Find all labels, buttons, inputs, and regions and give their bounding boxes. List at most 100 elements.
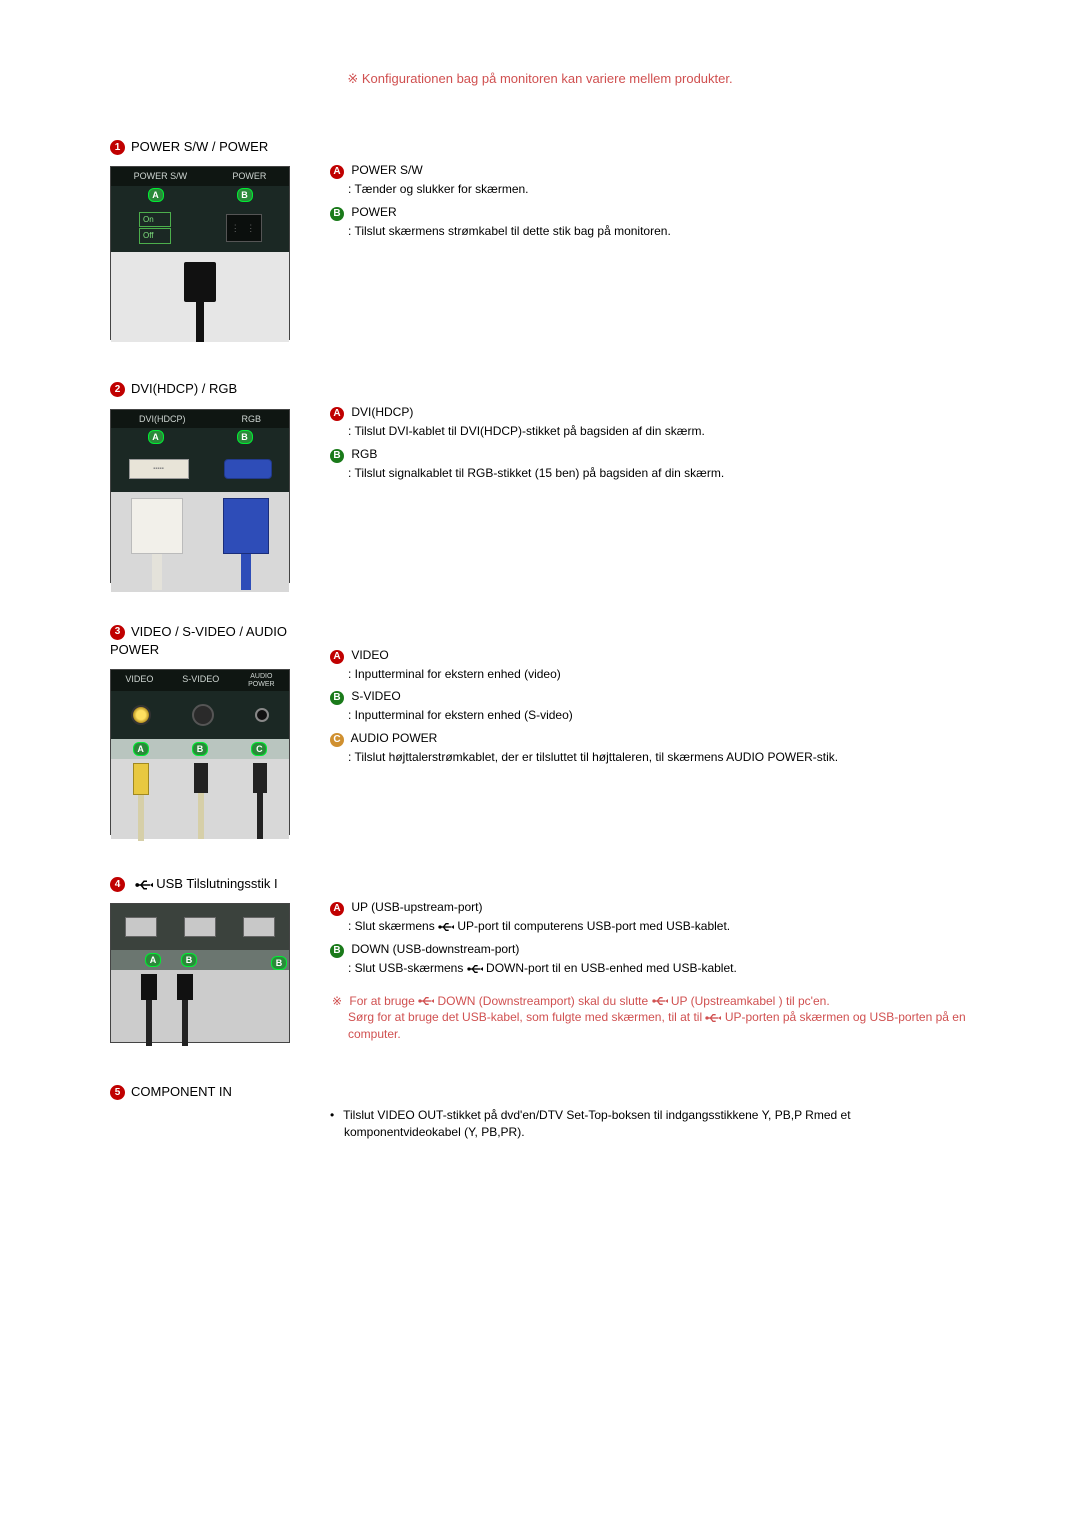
illus-dvi-badge-b: B	[237, 430, 253, 444]
dvi-port: ▪▪▪▪▪	[129, 459, 189, 479]
s4-b-t2: DOWN-port til en USB-enhed med USB-kable…	[486, 961, 737, 975]
illus-dvi-l1: DVI(HDCP)	[139, 413, 186, 426]
badge-b-icon: B	[330, 691, 344, 705]
illus-dvi-badges: A B	[111, 428, 289, 446]
illus-dvi-badge-a: A	[148, 430, 164, 444]
s1-b-text: : Tilslut skærmens strømkabel til dette …	[348, 223, 970, 240]
s3-b-label: S-VIDEO	[351, 689, 400, 703]
heading-1-text: POWER S/W / POWER	[131, 139, 268, 154]
section-power: 1POWER S/W / POWER POWER S/W POWER A B O…	[110, 138, 970, 340]
illus-power-labels: POWER S/W POWER	[111, 167, 289, 186]
s4-b-label: DOWN (USB-downstream-port)	[351, 942, 519, 956]
section-4-right: A UP (USB-upstream-port) : Slut skærmens…	[330, 875, 970, 1043]
illus-video-badge-c: C	[251, 742, 267, 756]
warn-l1b: DOWN (Downstreamport) skal du slutte	[437, 994, 651, 1008]
svideo-port	[192, 704, 214, 726]
num-badge-5: 5	[110, 1085, 125, 1100]
s3-b-text: : Inputterminal for ekstern enhed (S-vid…	[348, 707, 970, 724]
usb-warning: ※ For at bruge DOWN (Downstreamport) ska…	[330, 993, 970, 1043]
illus-video-l1: VIDEO	[125, 673, 153, 688]
rca-plug	[133, 759, 149, 839]
page: Konfigurationen bag på monitoren kan var…	[0, 0, 1080, 1281]
heading-2-text: DVI(HDCP) / RGB	[131, 381, 237, 396]
component-list: • Tilslut VIDEO OUT-stikket på dvd'en/DT…	[330, 1107, 970, 1141]
s1-a-label: POWER S/W	[351, 163, 422, 177]
s2-item-b: B RGB	[330, 446, 970, 463]
s3-item-c: C AUDIO POWER	[330, 730, 970, 747]
heading-5-text: COMPONENT IN	[131, 1084, 232, 1099]
illus-power: POWER S/W POWER A B On Off ⋮ ⋮	[110, 166, 290, 340]
vga-connector	[223, 492, 269, 592]
s2-b-label: RGB	[351, 447, 377, 461]
section-3-heading: 3VIDEO / S-VIDEO / AUDIO POWER	[110, 623, 290, 659]
s3-a-label: VIDEO	[351, 648, 388, 662]
section-component: 5 COMPONENT IN • Tilslut VIDEO OUT-stikke…	[110, 1083, 970, 1141]
badge-a-icon: A	[330, 407, 344, 421]
usb-icon	[438, 922, 454, 932]
illus-usb-ports	[111, 904, 289, 950]
s3-a-text: : Inputterminal for ekstern enhed (video…	[348, 666, 970, 683]
section-1-heading: 1POWER S/W / POWER	[110, 138, 290, 156]
section-2-heading: 2 DVI(HDCP) / RGB	[110, 380, 290, 398]
warn-line-1: ※ For at bruge DOWN (Downstreamport) ska…	[348, 993, 970, 1010]
s1-item-a: A POWER S/W	[330, 162, 970, 179]
illus-video-badge-a: A	[133, 742, 149, 756]
s3-item-a: A VIDEO	[330, 647, 970, 664]
section-5-heading: 5 COMPONENT IN	[110, 1083, 290, 1101]
illus-usb-badge-a: A	[145, 953, 161, 967]
illus-video-ports	[111, 691, 289, 739]
audio-power-port	[255, 708, 269, 722]
section-usb: 4 USB Tilslutningsstik I B	[110, 875, 970, 1043]
s4-a-t1: : Slut skærmens	[348, 919, 438, 933]
warn-l1c: UP (Upstreamkabel ) til pc'en.	[671, 994, 830, 1008]
illus-power-badge-b: B	[237, 188, 253, 202]
illus-dvi-ports: ▪▪▪▪▪	[111, 446, 289, 492]
svideo-plug	[194, 759, 208, 839]
illus-usb-badges: A B	[111, 950, 289, 970]
badge-c-icon: C	[330, 733, 344, 747]
section-5-left: 5 COMPONENT IN	[110, 1083, 290, 1111]
s1-b-label: POWER	[351, 205, 396, 219]
top-config-note: Konfigurationen bag på monitoren kan var…	[110, 70, 970, 88]
vga-port	[224, 459, 272, 479]
s4-item-b: B DOWN (USB-downstream-port)	[330, 941, 970, 958]
warn-asterisk-icon: ※	[332, 994, 342, 1008]
section-1-left: 1POWER S/W / POWER POWER S/W POWER A B O…	[110, 138, 290, 340]
illus-power-lower	[111, 252, 289, 342]
s4-a-label: UP (USB-upstream-port)	[351, 900, 482, 914]
usb-plug-b	[177, 970, 193, 1042]
component-list-item-1: • Tilslut VIDEO OUT-stikket på dvd'en/DT…	[344, 1107, 970, 1141]
component-list-item-1-text: Tilslut VIDEO OUT-stikket på dvd'en/DTV …	[343, 1108, 850, 1139]
usb-up-slot	[125, 917, 157, 937]
s4-a-text: : Slut skærmens UP-port til computerens …	[348, 918, 970, 935]
section-4-heading: 4 USB Tilslutningsstik I	[110, 875, 290, 893]
illus-usb-lower	[111, 970, 289, 1042]
section-3-left: 3VIDEO / S-VIDEO / AUDIO POWER VIDEO S-V…	[110, 623, 290, 835]
illus-dvi-lower	[111, 492, 289, 592]
section-video: 3VIDEO / S-VIDEO / AUDIO POWER VIDEO S-V…	[110, 623, 970, 835]
usb-down-slot-1	[184, 917, 216, 937]
usb-icon	[467, 964, 483, 974]
illus-video: VIDEO S-VIDEO AUDIO POWER A B C	[110, 669, 290, 835]
usb-icon	[135, 879, 153, 891]
section-2-left: 2 DVI(HDCP) / RGB DVI(HDCP) RGB A B ▪▪▪▪▪	[110, 380, 290, 582]
num-badge-3: 3	[110, 625, 125, 640]
illus-video-badges: A B C	[111, 739, 289, 759]
s4-b-t1: : Slut USB-skærmens	[348, 961, 467, 975]
s1-a-text: : Tænder og slukker for skærmen.	[348, 181, 970, 198]
warn-l1a: For at bruge	[349, 994, 418, 1008]
illus-dvi: DVI(HDCP) RGB A B ▪▪▪▪▪	[110, 409, 290, 583]
warn-line-2: Sørg for at bruge det USB-kabel, som ful…	[348, 1009, 970, 1043]
s2-item-a: A DVI(HDCP)	[330, 404, 970, 421]
usb-icon	[705, 1013, 721, 1023]
dvi-connector	[131, 492, 183, 592]
usb-icon	[652, 996, 668, 1006]
heading-3-text: VIDEO / S-VIDEO / AUDIO POWER	[110, 624, 287, 657]
s2-a-label: DVI(HDCP)	[351, 405, 413, 419]
warn-l2a: Sørg for at bruge det USB-kabel, som ful…	[348, 1010, 705, 1024]
bullet-icon: •	[330, 1107, 340, 1124]
s4-b-text: : Slut USB-skærmens DOWN-port til en USB…	[348, 960, 970, 977]
illus-power-badge-a: A	[148, 188, 164, 202]
num-badge-2: 2	[110, 382, 125, 397]
off-label: Off	[139, 228, 171, 243]
